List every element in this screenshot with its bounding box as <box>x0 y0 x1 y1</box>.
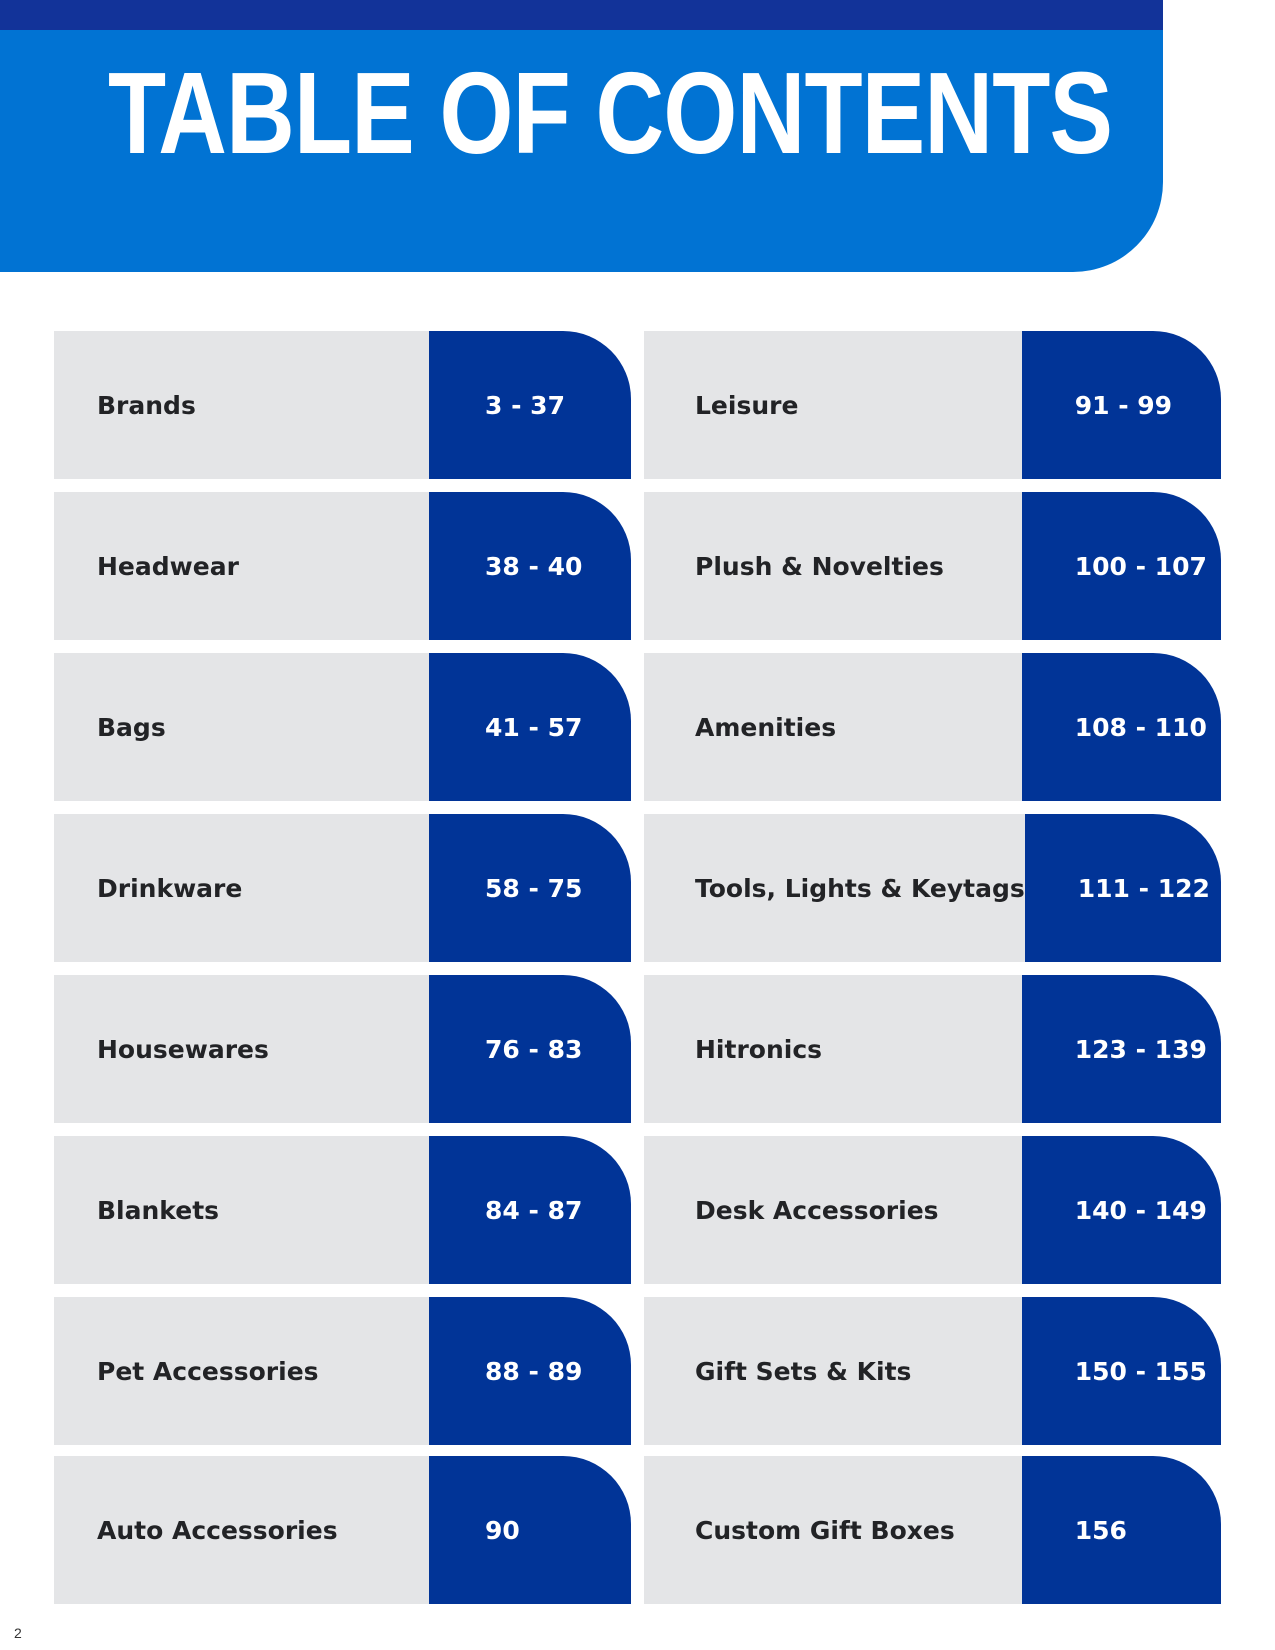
toc-pages: 88 - 89 <box>485 1356 583 1386</box>
toc-label-cell: Headwear <box>54 492 429 640</box>
toc-entry[interactable]: Amenities 108 - 110 <box>644 653 1221 801</box>
toc-pages-cell: 38 - 40 <box>429 492 631 640</box>
toc-label-cell: Auto Accessories <box>54 1456 429 1604</box>
toc-label: Plush & Novelties <box>695 551 944 581</box>
toc-label-cell: Blankets <box>54 1136 429 1284</box>
toc-pages: 91 - 99 <box>1074 390 1173 420</box>
toc-pages: 100 - 107 <box>1074 551 1207 581</box>
toc-entry[interactable]: Plush & Novelties 100 - 107 <box>644 492 1221 640</box>
toc-label-cell: Amenities <box>644 653 1022 801</box>
toc-entry[interactable]: Hitronics 123 - 139 <box>644 975 1221 1123</box>
toc-label: Desk Accessories <box>695 1195 939 1225</box>
top-accent-strip <box>0 0 1163 30</box>
toc-label-cell: Tools, Lights & Keytags <box>644 814 1025 962</box>
toc-pages: 140 - 149 <box>1074 1195 1207 1225</box>
toc-pages: 156 <box>1074 1515 1127 1545</box>
toc-label-cell: Leisure <box>644 331 1022 479</box>
toc-label: Housewares <box>97 1034 269 1064</box>
toc-label: Bags <box>97 712 166 742</box>
toc-pages: 3 - 37 <box>485 390 565 420</box>
toc-entry[interactable]: Brands 3 - 37 <box>54 331 631 479</box>
toc-entry[interactable]: Leisure 91 - 99 <box>644 331 1221 479</box>
toc-entry[interactable]: Desk Accessories 140 - 149 <box>644 1136 1221 1284</box>
toc-entry[interactable]: Blankets 84 - 87 <box>54 1136 631 1284</box>
toc-label: Brands <box>97 390 196 420</box>
toc-pages-cell: 84 - 87 <box>429 1136 631 1284</box>
toc-pages-cell: 150 - 155 <box>1021 1297 1221 1445</box>
toc-pages: 58 - 75 <box>485 873 583 903</box>
toc-pages-cell: 3 - 37 <box>429 331 631 479</box>
toc-entry[interactable]: Drinkware 58 - 75 <box>54 814 631 962</box>
toc-entry[interactable]: Pet Accessories 88 - 89 <box>54 1297 631 1445</box>
toc-label: Pet Accessories <box>97 1356 319 1386</box>
toc-label-cell: Custom Gift Boxes <box>644 1456 1022 1604</box>
toc-label: Headwear <box>97 551 239 581</box>
toc-label-cell: Desk Accessories <box>644 1136 1022 1284</box>
toc-label-cell: Pet Accessories <box>54 1297 429 1445</box>
page-number: 2 <box>14 1625 22 1641</box>
toc-entry[interactable]: Housewares 76 - 83 <box>54 975 631 1123</box>
toc-pages: 76 - 83 <box>485 1034 583 1064</box>
toc-entry[interactable]: Custom Gift Boxes 156 <box>644 1456 1221 1604</box>
toc-pages-cell: 111 - 122 <box>1024 814 1221 962</box>
toc-label: Blankets <box>97 1195 220 1225</box>
toc-pages-cell: 58 - 75 <box>429 814 631 962</box>
toc-entry[interactable]: Gift Sets & Kits 150 - 155 <box>644 1297 1221 1445</box>
toc-label: Drinkware <box>97 873 243 903</box>
toc-pages-cell: 41 - 57 <box>429 653 631 801</box>
toc-label-cell: Brands <box>54 331 429 479</box>
toc-pages: 108 - 110 <box>1074 712 1207 742</box>
toc-pages-cell: 90 <box>429 1456 631 1604</box>
toc-label-cell: Hitronics <box>644 975 1022 1123</box>
toc-label-cell: Bags <box>54 653 429 801</box>
page-title: TABLE OF CONTENTS <box>108 48 1113 178</box>
toc-entry[interactable]: Bags 41 - 57 <box>54 653 631 801</box>
toc-pages-cell: 76 - 83 <box>429 975 631 1123</box>
toc-label-cell: Drinkware <box>54 814 429 962</box>
toc-pages-cell: 88 - 89 <box>429 1297 631 1445</box>
toc-entry[interactable]: Tools, Lights & Keytags 111 - 122 <box>644 814 1221 962</box>
toc-pages: 38 - 40 <box>485 551 583 581</box>
toc-entry[interactable]: Auto Accessories 90 <box>54 1456 631 1604</box>
toc-pages-cell: 100 - 107 <box>1021 492 1221 640</box>
toc-pages: 90 <box>485 1515 520 1545</box>
toc-pages: 111 - 122 <box>1077 873 1210 903</box>
toc-pages: 150 - 155 <box>1074 1356 1207 1386</box>
toc-label-cell: Housewares <box>54 975 429 1123</box>
toc-pages: 84 - 87 <box>485 1195 583 1225</box>
toc-label: Custom Gift Boxes <box>695 1515 955 1545</box>
toc-label-cell: Gift Sets & Kits <box>644 1297 1022 1445</box>
toc-pages-cell: 156 <box>1021 1456 1221 1604</box>
toc-label: Auto Accessories <box>97 1515 338 1545</box>
toc-pages-cell: 140 - 149 <box>1021 1136 1221 1284</box>
toc-pages-cell: 91 - 99 <box>1021 331 1221 479</box>
toc-label: Amenities <box>695 712 837 742</box>
toc-label: Tools, Lights & Keytags <box>695 873 1025 903</box>
toc-label-cell: Plush & Novelties <box>644 492 1022 640</box>
toc-label: Hitronics <box>695 1034 823 1064</box>
toc-label: Leisure <box>695 390 799 420</box>
toc-entry[interactable]: Headwear 38 - 40 <box>54 492 631 640</box>
header-banner <box>0 30 1163 272</box>
toc-label: Gift Sets & Kits <box>695 1356 912 1386</box>
toc-pages: 41 - 57 <box>485 712 583 742</box>
toc-pages-cell: 108 - 110 <box>1021 653 1221 801</box>
toc-pages-cell: 123 - 139 <box>1021 975 1221 1123</box>
toc-pages: 123 - 139 <box>1074 1034 1207 1064</box>
